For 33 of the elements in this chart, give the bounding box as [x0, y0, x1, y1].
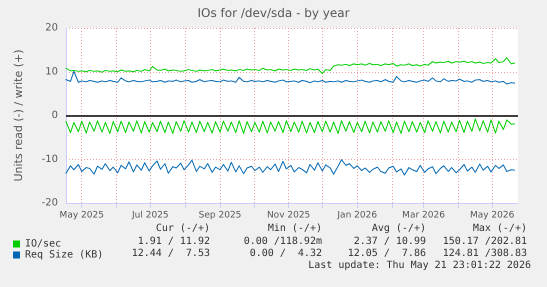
x-tick-label: Mar 2026: [402, 210, 446, 220]
text: Max (-/+): [472, 223, 527, 234]
text: 0.00 /118.92m: [244, 236, 322, 247]
legend-label: IO/sec: [25, 238, 62, 250]
line-series: [66, 118, 516, 134]
chart-title: IOs for /dev/sda - by year: [197, 6, 350, 20]
y-tick-label: 20: [45, 22, 58, 34]
legend-label: Req Size (KB): [25, 250, 104, 260]
x-tick-label: Nov 2025: [266, 210, 310, 220]
text: Min (-/+): [268, 223, 322, 234]
text: Avg (-/+): [372, 223, 426, 234]
text: 150.17 /202.81: [442, 236, 527, 247]
text: 124.81 /308.83: [442, 248, 527, 259]
text: Cur (-/+): [156, 223, 210, 234]
text: 12.05 / 7.86: [348, 248, 426, 259]
y-tick-label: -10: [42, 154, 58, 165]
x-tick-label: Jan 2026: [336, 210, 378, 220]
text: 0.00 / 4.32: [250, 248, 322, 259]
x-tick-label: May 2026: [470, 210, 515, 220]
y-axis-title: Units read (-) / write (+): [12, 49, 25, 182]
x-tick-label: Jul 2025: [131, 210, 169, 220]
text: 12.44 / 7.53: [132, 248, 210, 259]
line-series: [66, 57, 516, 74]
y-tick-label: 0: [52, 110, 58, 121]
line-series: [66, 70, 516, 84]
line-series: [66, 159, 516, 176]
text: 2.37 / 10.99: [354, 236, 426, 247]
text: 1.91 / 11.92: [138, 236, 210, 247]
text: Last update: Thu May 21 23:01:22 2026: [308, 260, 531, 271]
x-tick-label: May 2025: [60, 210, 104, 220]
y-tick-label: -20: [42, 198, 58, 208]
x-tick-label: Sep 2025: [198, 210, 242, 220]
y-tick-label: 10: [45, 66, 58, 78]
